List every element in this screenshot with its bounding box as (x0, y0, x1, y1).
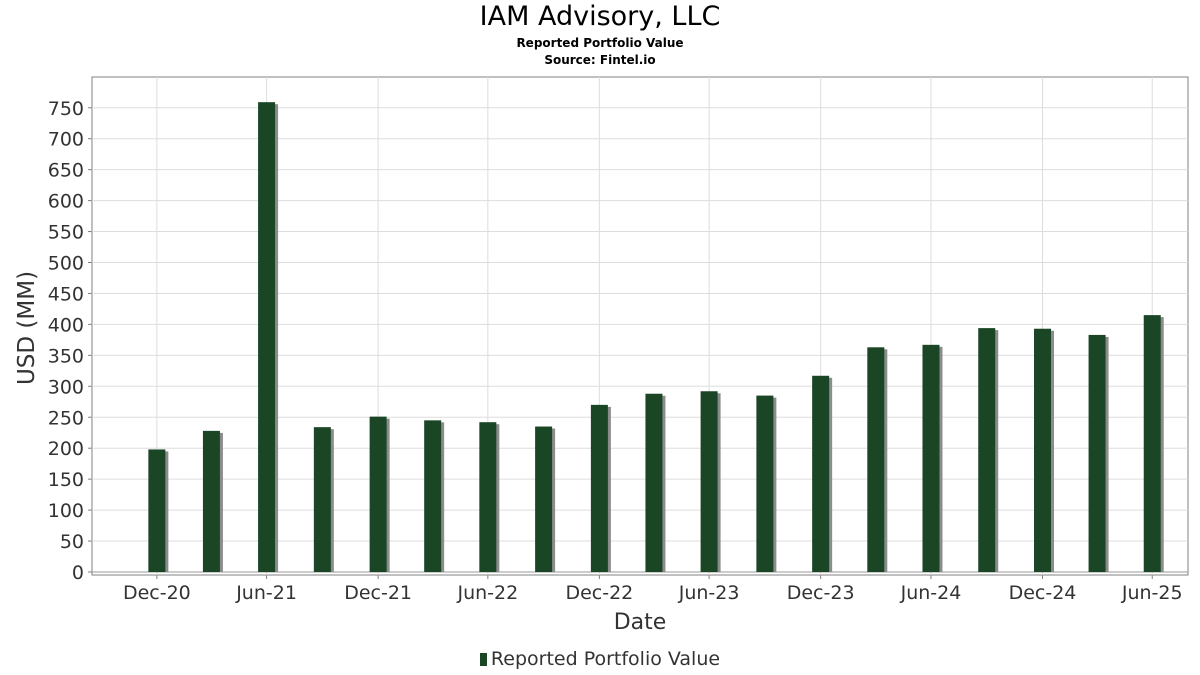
y-tick-label: 300 (48, 376, 84, 398)
y-axis-title: USD (MM) (14, 271, 40, 385)
y-tick-label: 150 (48, 469, 84, 491)
bar (812, 375, 830, 572)
bar (369, 416, 387, 572)
y-tick-label: 250 (48, 407, 84, 429)
x-tick-label: Dec-22 (565, 582, 633, 604)
bar (258, 102, 276, 572)
x-axis-title: Date (614, 610, 667, 635)
y-tick-label: 200 (48, 438, 84, 460)
bar (922, 344, 940, 572)
legend-label: Reported Portfolio Value (490, 648, 721, 670)
x-tick-label: Jun-24 (900, 582, 962, 604)
bar (1143, 315, 1161, 572)
bar (1034, 328, 1052, 572)
y-tick-label: 750 (48, 98, 84, 120)
y-tick-label: 350 (48, 345, 84, 367)
x-tick-label: Dec-20 (123, 582, 191, 604)
plot-area (91, 76, 1189, 576)
chart-subtitle: Reported Portfolio Value (516, 36, 684, 50)
y-tick-label: 500 (48, 253, 84, 275)
y-tick-label: 400 (48, 314, 84, 336)
bar (313, 427, 331, 572)
y-tick-label: 650 (48, 160, 84, 182)
chart-title: IAM Advisory, LLC (479, 1, 721, 32)
bar (535, 426, 553, 572)
y-tick-label: 450 (48, 283, 84, 305)
bar (867, 347, 885, 572)
chart-legend: Reported Portfolio Value (0, 647, 1200, 671)
bar (978, 328, 996, 572)
bar (424, 420, 442, 572)
chart-source: Source: Fintel.io (544, 53, 656, 67)
x-tick-label: Jun-21 (235, 582, 297, 604)
bar (756, 395, 774, 572)
bar (645, 393, 663, 572)
legend-swatch (479, 653, 487, 666)
x-tick-label: Jun-22 (456, 582, 518, 604)
y-tick-label: 0 (72, 562, 84, 584)
portfolio-value-chart: 0 50 100 150 200 250 300 350 400 450 500 550 600 650 7… (14, 76, 1189, 635)
y-tick-label: 50 (60, 531, 84, 553)
y-tick-label: 100 (48, 500, 84, 522)
x-tick-label: Dec-23 (787, 582, 855, 604)
x-tick-label: Dec-21 (344, 582, 412, 604)
y-tick-label: 700 (48, 129, 84, 151)
bar (590, 404, 608, 572)
x-tick-label: Dec-24 (1009, 582, 1077, 604)
y-tick-label: 550 (48, 222, 84, 244)
x-tick-label: Jun-25 (1121, 582, 1183, 604)
y-tick-label: 600 (48, 191, 84, 213)
bar (202, 430, 220, 572)
bar (1088, 334, 1106, 572)
bar (700, 391, 718, 572)
bar (479, 422, 497, 572)
bar (148, 449, 166, 572)
x-tick-label: Jun-23 (678, 582, 740, 604)
